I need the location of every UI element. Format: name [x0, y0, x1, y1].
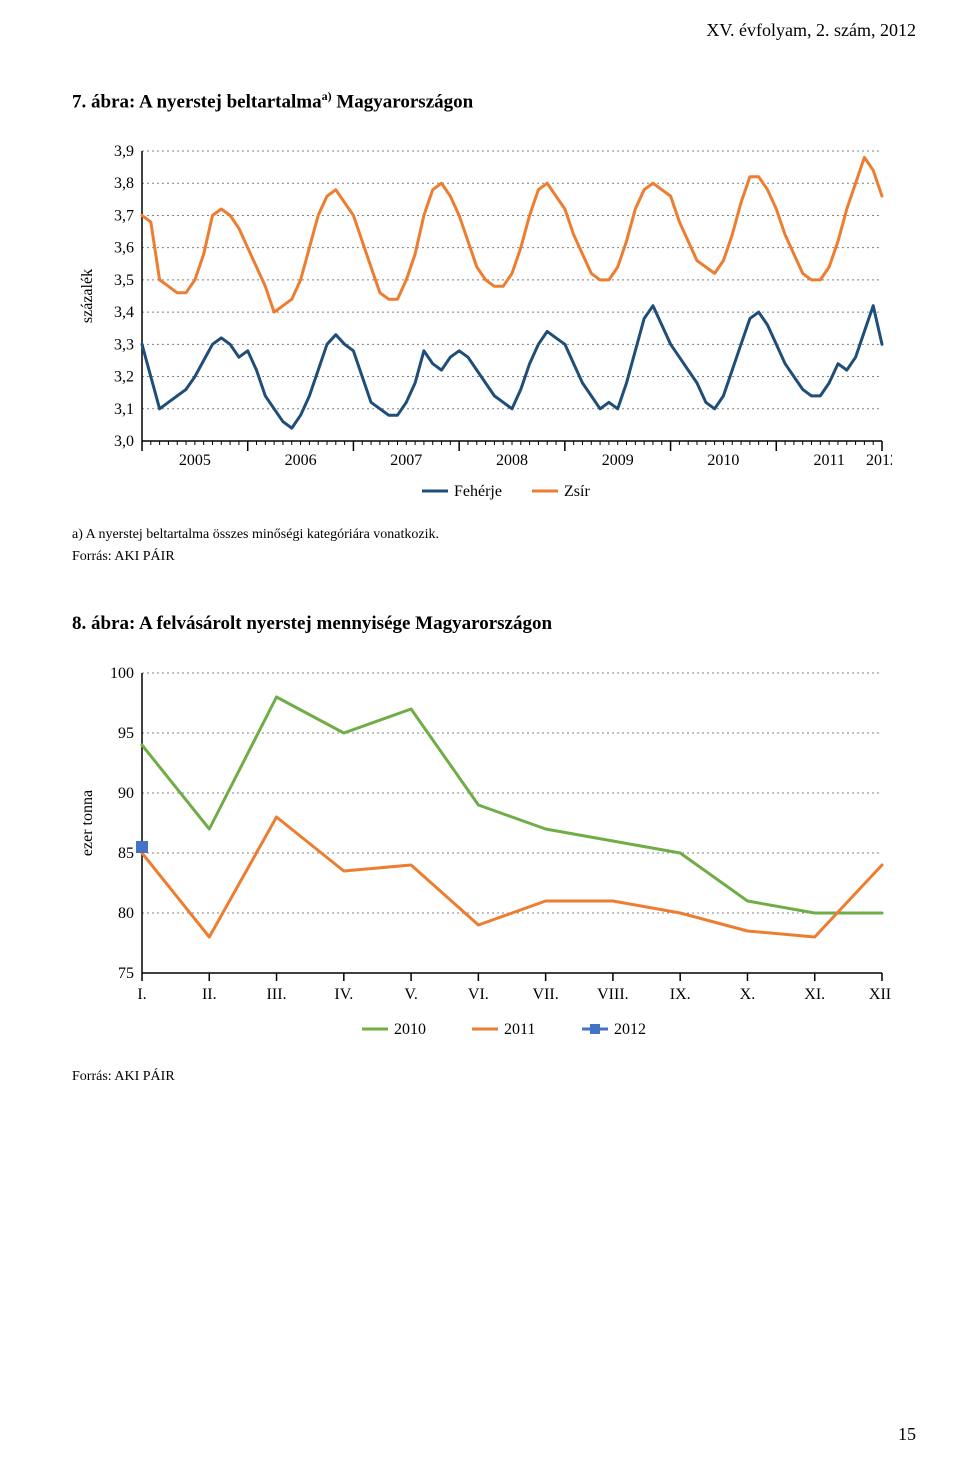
fig7-title-suffix: Magyarországon: [332, 91, 474, 112]
svg-text:2008: 2008: [496, 452, 528, 469]
svg-text:II.: II.: [202, 986, 217, 1003]
svg-text:X.: X.: [740, 986, 756, 1003]
fig7-title-sup: a): [322, 89, 332, 103]
svg-text:I.: I.: [137, 986, 146, 1003]
page-number: 15: [898, 1424, 916, 1445]
fig7-title-prefix: 7. ábra:: [72, 91, 139, 112]
svg-text:80: 80: [118, 905, 134, 922]
svg-text:85: 85: [118, 845, 134, 862]
fig8-chart: 75 80 85 90 95 100 I. II. III. IV. V. VI. VII. VIII. I…: [72, 663, 892, 1063]
svg-text:3,3: 3,3: [114, 337, 134, 354]
svg-text:3,1: 3,1: [114, 401, 134, 418]
svg-text:2010: 2010: [707, 452, 739, 469]
svg-text:3,0: 3,0: [114, 433, 134, 450]
svg-text:V.: V.: [404, 986, 418, 1003]
svg-text:IX.: IX.: [670, 986, 691, 1003]
svg-text:VII.: VII.: [533, 986, 559, 1003]
page-header-right: XV. évfolyam, 2. szám, 2012: [72, 20, 916, 41]
fig8-source: Forrás: AKI PÁIR: [72, 1069, 916, 1085]
svg-text:2012: 2012: [614, 1021, 646, 1038]
fig7-source: Forrás: AKI PÁIR: [72, 549, 916, 565]
svg-text:95: 95: [118, 725, 134, 742]
svg-text:3,8: 3,8: [114, 176, 134, 193]
svg-text:XI.: XI.: [804, 986, 825, 1003]
svg-text:Fehérje: Fehérje: [454, 483, 502, 500]
svg-text:3,2: 3,2: [114, 369, 134, 386]
svg-text:2012: 2012: [866, 452, 892, 469]
svg-text:3,7: 3,7: [114, 208, 134, 225]
svg-text:3,5: 3,5: [114, 272, 134, 289]
svg-text:2006: 2006: [285, 452, 317, 469]
svg-text:XII.: XII.: [869, 986, 892, 1003]
svg-text:3,6: 3,6: [114, 240, 134, 257]
fig7-title-main: A nyerstej beltartalma: [139, 91, 322, 112]
svg-text:75: 75: [118, 965, 134, 982]
svg-text:2009: 2009: [602, 452, 634, 469]
svg-text:III.: III.: [267, 986, 287, 1003]
fig8-title: 8. ábra: A felvásárolt nyerstej mennyisé…: [72, 613, 916, 635]
svg-text:3,9: 3,9: [114, 143, 134, 160]
svg-text:2011: 2011: [813, 452, 844, 469]
fig7-title: 7. ábra: A nyerstej beltartalmaa) Magyar…: [72, 89, 916, 113]
svg-text:2011: 2011: [504, 1021, 535, 1038]
svg-text:3,4: 3,4: [114, 304, 134, 321]
svg-text:2010: 2010: [394, 1021, 426, 1038]
svg-text:100: 100: [110, 665, 134, 682]
fig8-title-main: A felvásárolt nyerstej mennyisége Magyar…: [139, 613, 552, 634]
fig8-title-prefix: 8. ábra:: [72, 613, 139, 634]
fig7-chart: 3,0 3,1 3,2 3,3 3,4 3,5 3,6 3,7 3,8 3,9 2005 2006 20…: [72, 141, 892, 521]
svg-text:ezer tonna: ezer tonna: [79, 790, 96, 856]
svg-text:Zsír: Zsír: [564, 483, 590, 500]
svg-text:IV.: IV.: [334, 986, 353, 1003]
fig7-footnote: a) A nyerstej beltartalma összes minőség…: [72, 527, 916, 543]
svg-text:90: 90: [118, 785, 134, 802]
svg-text:VIII.: VIII.: [597, 986, 629, 1003]
svg-text:százalék: százalék: [79, 269, 96, 323]
svg-text:2007: 2007: [390, 452, 422, 469]
svg-text:2005: 2005: [179, 452, 211, 469]
svg-text:VI.: VI.: [468, 986, 489, 1003]
